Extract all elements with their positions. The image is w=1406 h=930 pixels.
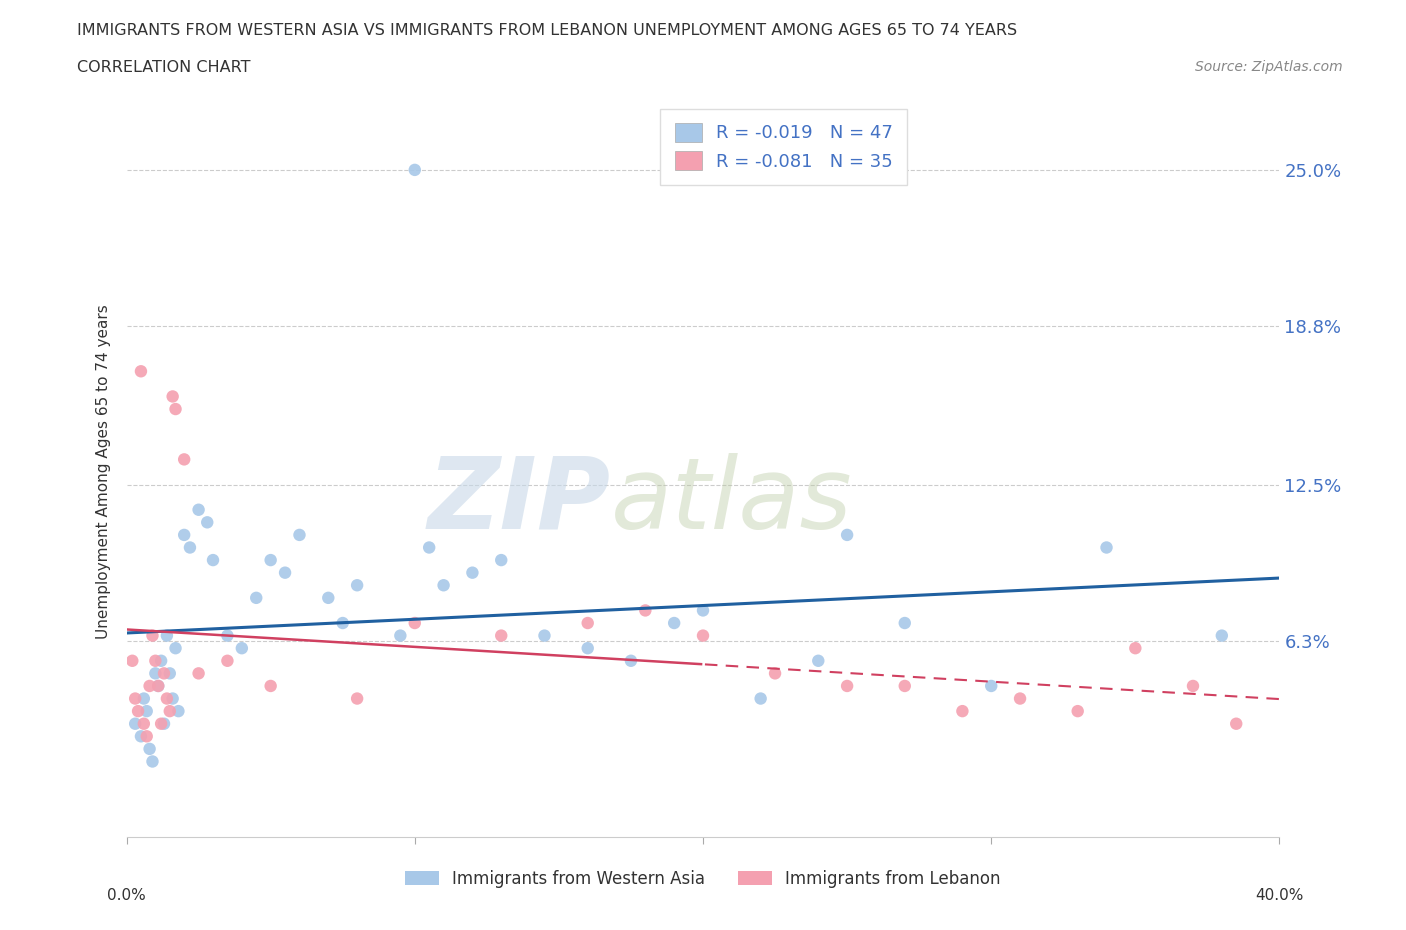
Point <box>162 691 184 706</box>
Point <box>491 628 513 643</box>
Point <box>173 527 195 542</box>
Point <box>346 578 368 592</box>
Point <box>195 515 218 530</box>
Point <box>153 716 176 731</box>
Point <box>533 628 555 643</box>
Point <box>404 616 426 631</box>
Point <box>148 679 170 694</box>
Point <box>153 666 176 681</box>
Point <box>245 591 267 605</box>
Point <box>664 616 686 631</box>
Point <box>692 628 714 643</box>
Point <box>135 704 157 719</box>
Point <box>165 402 187 417</box>
Point <box>148 679 170 694</box>
Point <box>1182 679 1205 694</box>
Point <box>346 691 368 706</box>
Point <box>145 654 166 669</box>
Point <box>274 565 297 580</box>
Point <box>332 616 354 631</box>
Y-axis label: Unemployment Among Ages 65 to 74 years: Unemployment Among Ages 65 to 74 years <box>96 305 111 639</box>
Point <box>1095 540 1118 555</box>
Point <box>217 628 239 643</box>
Point <box>1067 704 1090 719</box>
Point <box>634 603 657 618</box>
Text: CORRELATION CHART: CORRELATION CHART <box>77 60 250 75</box>
Point <box>894 679 917 694</box>
Point <box>135 729 157 744</box>
Point <box>156 691 179 706</box>
Point <box>187 666 209 681</box>
Point <box>1125 641 1147 656</box>
Legend: Immigrants from Western Asia, Immigrants from Lebanon: Immigrants from Western Asia, Immigrants… <box>399 863 1007 895</box>
Point <box>1211 628 1233 643</box>
Point <box>1225 716 1247 731</box>
Point <box>162 389 184 404</box>
Point <box>259 679 281 694</box>
Point <box>1010 691 1032 706</box>
Point <box>121 654 143 669</box>
Point <box>145 666 166 681</box>
Point <box>835 679 858 694</box>
Point <box>132 716 155 731</box>
Point <box>952 704 974 719</box>
Point <box>259 552 281 567</box>
Point <box>173 452 195 467</box>
Text: 40.0%: 40.0% <box>1256 888 1303 903</box>
Point <box>807 654 830 669</box>
Point <box>318 591 340 605</box>
Point <box>418 540 440 555</box>
Point <box>433 578 456 592</box>
Point <box>141 628 163 643</box>
Point <box>124 716 146 731</box>
Point <box>202 552 225 567</box>
Text: Source: ZipAtlas.com: Source: ZipAtlas.com <box>1195 60 1343 74</box>
Point <box>165 641 187 656</box>
Point <box>576 641 599 656</box>
Point <box>894 616 917 631</box>
Point <box>156 628 179 643</box>
Point <box>980 679 1002 694</box>
Text: 0.0%: 0.0% <box>107 888 146 903</box>
Point <box>179 540 201 555</box>
Text: ZIP: ZIP <box>427 453 610 550</box>
Point <box>159 704 181 719</box>
Point <box>404 163 426 178</box>
Point <box>389 628 412 643</box>
Point <box>491 552 513 567</box>
Text: atlas: atlas <box>610 453 852 550</box>
Point <box>141 754 163 769</box>
Point <box>129 729 152 744</box>
Point <box>132 691 155 706</box>
Point <box>127 704 149 719</box>
Point <box>620 654 643 669</box>
Point <box>461 565 484 580</box>
Point <box>231 641 253 656</box>
Point <box>150 654 173 669</box>
Point <box>138 741 160 756</box>
Point <box>835 527 858 542</box>
Point <box>288 527 311 542</box>
Text: IMMIGRANTS FROM WESTERN ASIA VS IMMIGRANTS FROM LEBANON UNEMPLOYMENT AMONG AGES : IMMIGRANTS FROM WESTERN ASIA VS IMMIGRAN… <box>77 23 1018 38</box>
Point <box>576 616 599 631</box>
Point <box>150 716 173 731</box>
Point <box>167 704 190 719</box>
Point <box>187 502 209 517</box>
Point <box>124 691 146 706</box>
Point <box>763 666 786 681</box>
Point <box>217 654 239 669</box>
Point <box>129 364 152 379</box>
Point <box>138 679 160 694</box>
Point <box>159 666 181 681</box>
Point <box>749 691 772 706</box>
Point <box>692 603 714 618</box>
